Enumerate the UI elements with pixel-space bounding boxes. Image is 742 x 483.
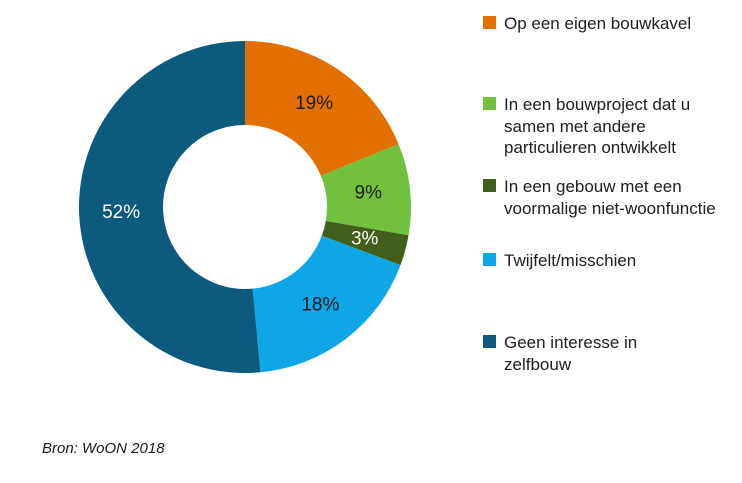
legend-swatch xyxy=(483,16,496,29)
legend-item: Geen interesse in zelfbouw xyxy=(483,332,654,375)
legend-label: Geen interesse in zelfbouw xyxy=(504,333,638,374)
legend-swatch xyxy=(483,335,496,348)
legend-label: In een gebouw met een voormalige niet-wo… xyxy=(504,177,716,218)
slice-label: 52% xyxy=(102,202,140,223)
slice-label: 3% xyxy=(351,228,379,249)
donut-slice xyxy=(252,235,401,373)
legend-item: In een bouwproject dat u samen met ander… xyxy=(483,94,716,159)
legend-swatch xyxy=(483,179,496,192)
donut-slice xyxy=(78,41,261,374)
legend-item: Op een eigen bouwkavel xyxy=(483,13,716,35)
legend-item: Twijfelt/misschien xyxy=(483,250,716,272)
slice-label: 18% xyxy=(301,294,339,315)
legend-label: Op een eigen bouwkavel xyxy=(504,14,692,33)
slice-label: 19% xyxy=(295,93,333,114)
legend-label: Twijfelt/misschien xyxy=(504,251,637,270)
donut-slice xyxy=(245,41,399,176)
legend-swatch xyxy=(483,97,496,110)
slice-label: 9% xyxy=(355,183,383,204)
legend-item: In een gebouw met een voormalige niet-wo… xyxy=(483,176,716,219)
donut-slice xyxy=(321,220,409,266)
legend-label: In een bouwproject dat u samen met ander… xyxy=(504,95,691,157)
donut-slice xyxy=(320,144,411,236)
legend-swatch xyxy=(483,253,496,266)
source-caption: Bron: WoON 2018 xyxy=(42,440,165,457)
